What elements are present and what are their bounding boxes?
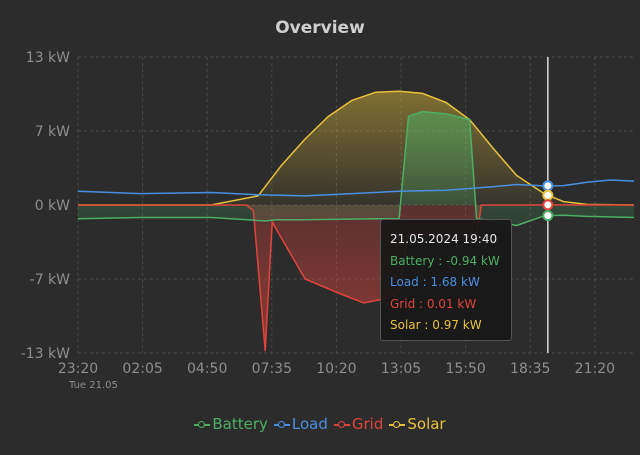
grid-area (78, 204, 634, 351)
legend-label: Load (291, 415, 328, 433)
legend-item-load[interactable]: Load (273, 415, 328, 433)
legend-label: Grid (351, 415, 384, 433)
solar-cursor-point (542, 189, 554, 201)
x-tick-label: 18:35 (510, 361, 550, 377)
y-tick-label: 7 kW (35, 124, 70, 140)
tooltip-datetime: 21.05.2024 19:40 (390, 232, 498, 246)
x-tick-label: 21:20 (575, 361, 615, 377)
x-tick-label: 02:05 (122, 361, 162, 377)
tooltip-battery: Battery : -0.94 kW (390, 253, 500, 268)
y-tick-label: 13 kW (26, 50, 70, 66)
legend-item-grid[interactable]: Grid (333, 415, 384, 433)
legend-item-solar[interactable]: Solar (389, 415, 446, 433)
chart-title: Overview (275, 18, 365, 38)
x-tick-label: 15:50 (445, 361, 485, 377)
chart-tooltip: 21.05.2024 19:40 Battery : -0.94 kW Load… (380, 219, 512, 341)
x-tick-label: 10:20 (316, 361, 356, 377)
legend-marker-icon (273, 420, 290, 430)
battery-area (78, 111, 634, 226)
tooltip-grid: Grid : 0.01 kW (390, 296, 477, 311)
load-cursor-point (542, 180, 554, 192)
y-tick-label: 0 kW (35, 198, 70, 214)
legend-label: Solar (407, 415, 446, 433)
x-sub-label: Tue 21.05 (68, 380, 118, 391)
y-tick-label: -7 kW (30, 272, 71, 288)
grid-cursor-point (542, 199, 554, 211)
legend-marker-icon (389, 420, 406, 430)
load-series-line (77, 179, 635, 197)
legend-marker-icon (194, 420, 211, 430)
tooltip-load: Load : 1.68 kW (390, 275, 480, 289)
tooltip-solar: Solar : 0.97 kW (390, 318, 482, 332)
legend-label: Battery (212, 415, 268, 433)
x-tick-label: 23:20 (58, 361, 98, 377)
x-tick-label: 07:35 (252, 361, 292, 377)
x-tick-label: 13:05 (381, 361, 421, 377)
chart-legend: Battery Load Grid Solar (0, 415, 640, 433)
battery-cursor-point (542, 210, 554, 222)
x-tick-label: 04:50 (187, 361, 227, 377)
y-tick-label: -13 kW (21, 346, 70, 362)
legend-item-battery[interactable]: Battery (194, 415, 268, 433)
legend-marker-icon (333, 420, 350, 430)
solar-area (78, 91, 634, 205)
